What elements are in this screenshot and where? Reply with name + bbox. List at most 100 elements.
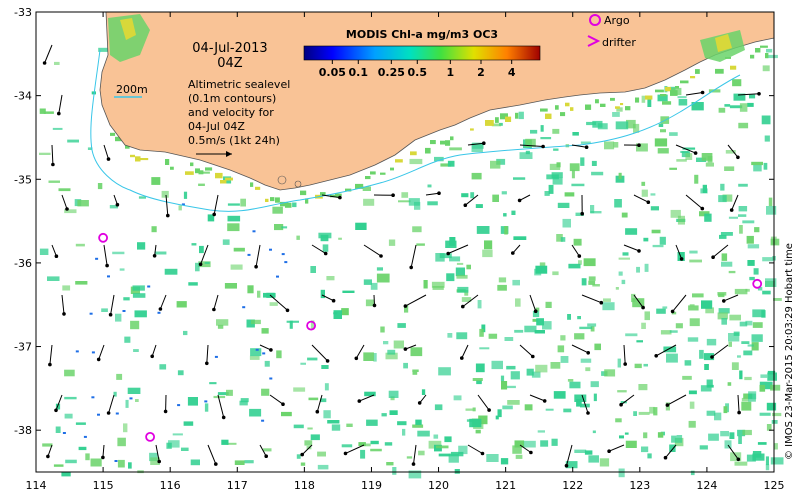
chl-patch — [380, 326, 385, 333]
velocity-arrow — [623, 344, 626, 365]
chl-patch — [682, 147, 696, 150]
argo-float-marker[interactable] — [752, 278, 763, 289]
chl-patch — [53, 464, 64, 467]
chl-low-patch — [115, 412, 119, 415]
chl-coastal-patch — [370, 171, 376, 175]
argo-float-marker[interactable] — [145, 431, 156, 442]
chl-low-patch — [276, 275, 279, 278]
velocity-arrow-head — [460, 356, 464, 360]
chl-coastal-patch — [115, 136, 123, 142]
argo-float-marker[interactable] — [98, 232, 108, 243]
chl-patch — [247, 285, 254, 294]
chl-patch — [447, 333, 453, 338]
date-label: 04-Jul-2013 — [192, 41, 267, 56]
chl-patch — [389, 410, 398, 415]
chl-patch — [742, 220, 755, 224]
chl-coastal-patch — [675, 86, 679, 89]
chl-patch — [625, 228, 638, 235]
chl-patch — [341, 444, 353, 448]
chl-patch — [293, 387, 306, 392]
chl-patch — [112, 251, 125, 255]
y-tick-label: -37 — [14, 341, 32, 354]
chl-patch — [700, 385, 712, 392]
chl-patch — [747, 244, 760, 249]
sealevel-line-1: Altimetric sealevel — [188, 78, 290, 91]
chl-patch — [412, 371, 418, 375]
chl-patch — [507, 400, 520, 405]
chl-patch — [48, 180, 60, 183]
chl-patch — [300, 362, 306, 365]
chl-coastal-patch — [670, 90, 678, 96]
chl-patch — [272, 206, 283, 214]
chl-patch — [191, 243, 197, 246]
chl-patch — [518, 111, 524, 120]
chl-patch — [545, 408, 554, 411]
chl-patch — [739, 370, 743, 380]
chl-patch — [61, 471, 71, 477]
velocity-arrow — [712, 244, 729, 258]
chl-patch — [296, 235, 300, 240]
colorbar-tick-label: 0.05 — [319, 66, 346, 79]
chl-patch — [227, 215, 241, 222]
chl-patch — [580, 141, 591, 144]
chl-patch — [743, 393, 753, 399]
chl-patch — [150, 457, 160, 465]
velocity-arrow — [737, 93, 760, 96]
chl-patch — [484, 240, 493, 250]
chl-patch — [444, 436, 452, 443]
chl-patch — [658, 123, 664, 127]
chl-patch — [730, 452, 742, 462]
chl-patch — [701, 153, 713, 161]
chl-patch — [633, 411, 637, 416]
chl-patch — [514, 329, 524, 333]
velocity-arrow — [103, 244, 108, 266]
chl-patch — [151, 177, 161, 185]
chl-patch — [401, 192, 409, 198]
velocity-arrow-head — [115, 202, 120, 207]
chl-patch — [746, 454, 756, 462]
chl-patch — [133, 349, 139, 352]
chl-patch — [734, 288, 748, 295]
chl-patch — [706, 410, 716, 416]
chl-patch — [523, 440, 536, 448]
velocity-arrow — [217, 394, 225, 418]
velocity-arrow — [316, 394, 323, 412]
chl-patch — [569, 381, 581, 389]
chl-patch — [621, 212, 628, 218]
chl-patch — [612, 112, 620, 117]
chl-patch — [619, 435, 624, 439]
chl-low-patch — [181, 203, 185, 206]
x-tick-label: 114 — [26, 479, 47, 492]
chl-patch — [134, 310, 147, 318]
chl-patch — [588, 276, 596, 281]
chl-patch — [513, 177, 526, 180]
chl-patch — [599, 458, 610, 467]
chl-coastal-patch — [135, 156, 141, 162]
velocity-arrow — [405, 294, 427, 307]
argo-float-marker[interactable] — [306, 320, 317, 331]
velocity-arrow — [206, 344, 209, 364]
chl-low-patch — [247, 253, 251, 256]
chl-patch — [195, 262, 200, 272]
chl-patch — [469, 418, 482, 428]
chl-coastal-patch — [470, 128, 474, 131]
chl-patch — [261, 328, 269, 334]
chl-patch — [511, 210, 516, 215]
velocity-arrow — [529, 294, 537, 312]
velocity-arrow — [655, 344, 677, 357]
chl-patch — [638, 411, 650, 415]
chl-patch — [416, 243, 425, 246]
chl-patch — [471, 172, 482, 180]
chl-patch — [408, 470, 422, 479]
chl-patch — [689, 304, 695, 307]
chl-patch — [455, 267, 465, 277]
chl-patch — [676, 435, 683, 443]
velocity-arrow-head — [281, 402, 285, 407]
chl-patch — [671, 435, 677, 443]
chl-patch — [64, 209, 77, 214]
chl-patch — [579, 326, 593, 330]
chl-patch — [132, 285, 145, 291]
chl-patch — [453, 395, 462, 401]
velocity-arrow — [103, 144, 109, 160]
chl-patch — [574, 333, 585, 340]
